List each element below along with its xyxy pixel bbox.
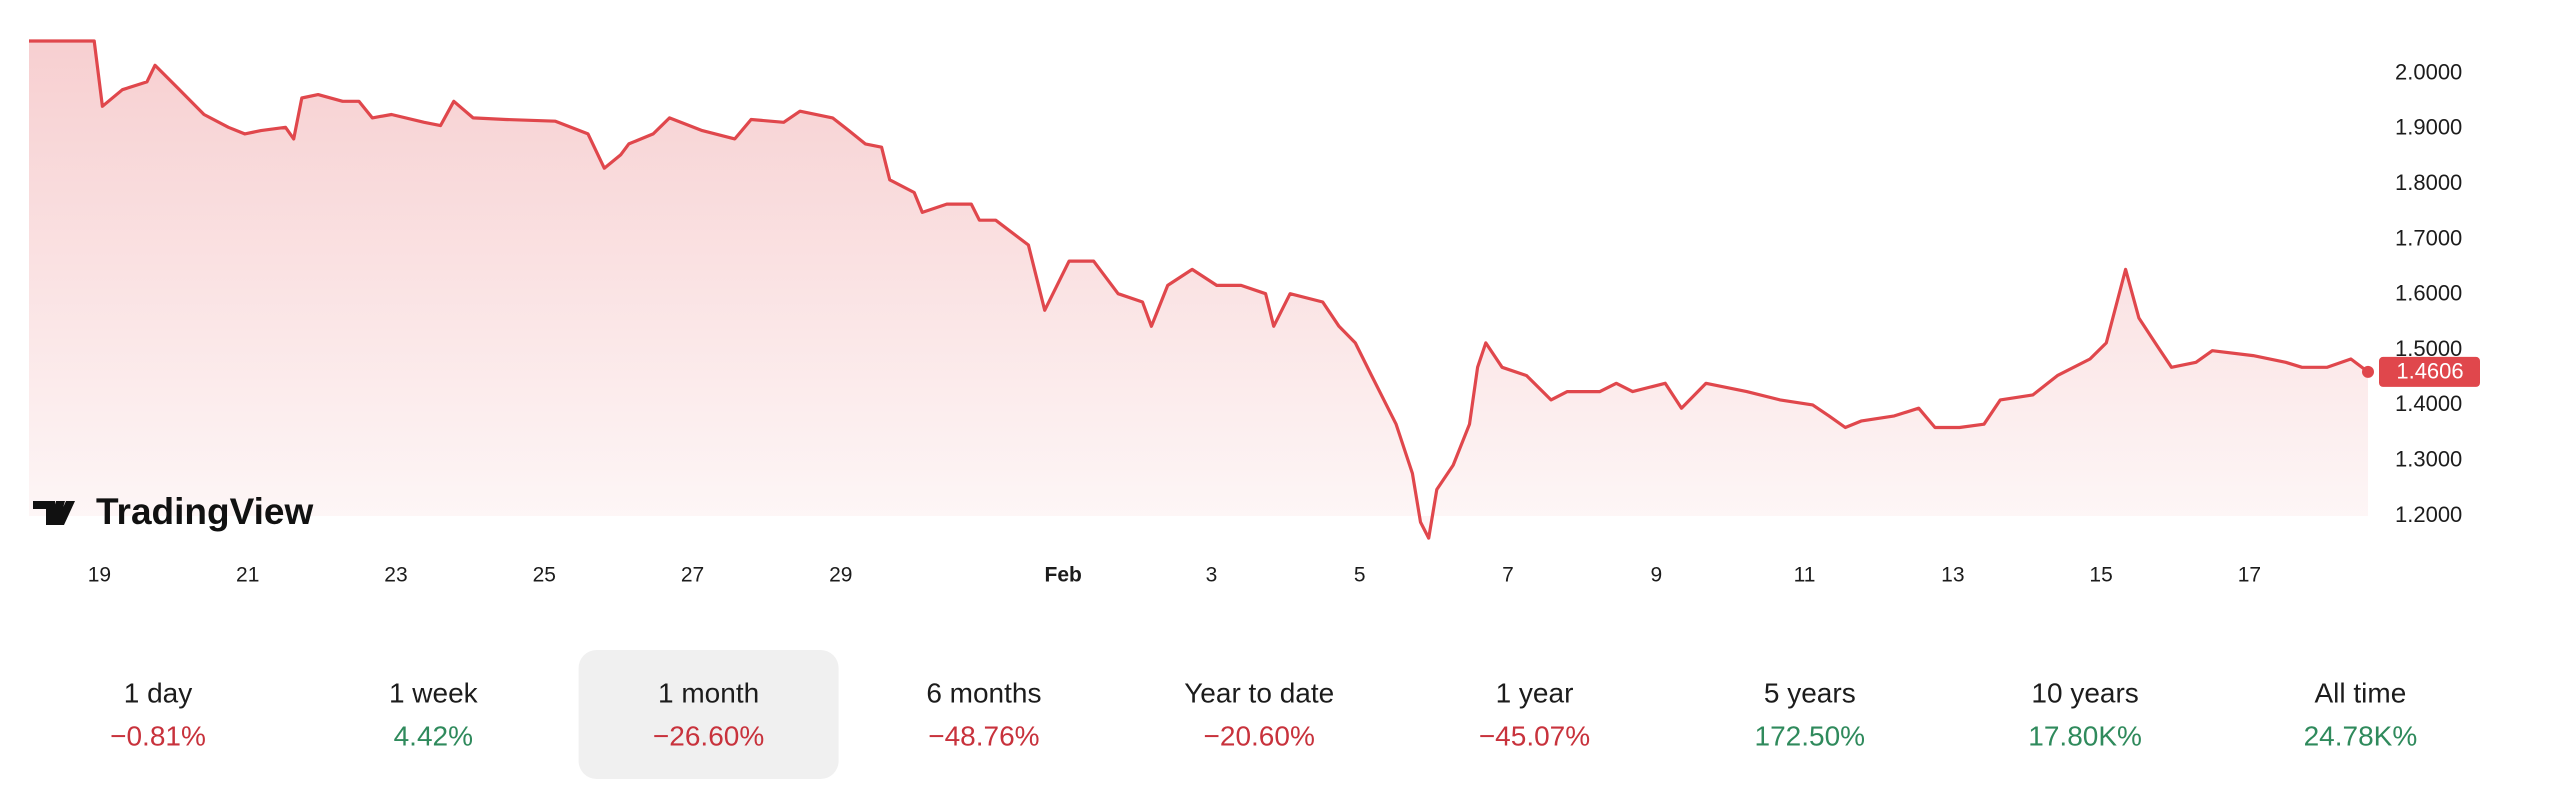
watermark: TradingView <box>96 491 313 532</box>
period-label: 1 year <box>1496 677 1574 708</box>
logo-glyph <box>33 501 75 525</box>
period-tab[interactable]: All time 24.78K% <box>2304 677 2418 751</box>
period-label: Year to date <box>1184 677 1334 708</box>
period-tab[interactable]: 1 month −26.60% <box>653 677 764 751</box>
y-tick-label: 1.7000 <box>2395 225 2462 250</box>
period-tab[interactable]: 1 year −45.07% <box>1479 677 1590 751</box>
period-change: 4.42% <box>394 720 473 751</box>
period-label: 1 day <box>124 677 193 708</box>
price-line <box>29 39 2369 540</box>
period-change: 24.78K% <box>2304 720 2418 751</box>
y-tick-label: 1.4000 <box>2395 391 2462 416</box>
area-fill <box>29 41 2368 539</box>
period-tab[interactable]: 1 week 4.42% <box>389 677 479 751</box>
y-tick-label: 1.9000 <box>2395 115 2462 140</box>
period-tab[interactable]: 6 months −48.76% <box>926 677 1041 751</box>
period-change: 172.50% <box>1755 720 1866 751</box>
selected-tab <box>578 650 839 779</box>
x-tick-label: 5 <box>1354 564 1366 587</box>
y-tick-label: 1.6000 <box>2395 281 2462 306</box>
x-tick-label: 21 <box>236 564 259 587</box>
x-tick-label: Feb <box>1045 564 1082 587</box>
period-label: 5 years <box>1764 677 1856 708</box>
x-tick-label: 13 <box>1941 564 1964 587</box>
period-tab[interactable]: 1 day −0.81% <box>110 677 206 751</box>
tradingview-logo: TradingView <box>33 491 313 532</box>
period-label: 10 years <box>2031 677 2138 708</box>
period-label: 1 week <box>389 677 479 708</box>
period-change: −0.81% <box>110 720 206 751</box>
x-tick-label: 23 <box>384 564 407 587</box>
last-value-badge <box>2379 356 2480 387</box>
period-change: −45.07% <box>1479 720 1590 751</box>
x-tick-label: 15 <box>2089 564 2112 587</box>
y-tick-label: 1.3000 <box>2395 447 2462 472</box>
x-tick-label: 3 <box>1206 564 1218 587</box>
y-tick-label: 1.5000 <box>2395 336 2462 361</box>
x-tick-label: 11 <box>1794 564 1816 587</box>
x-tick-label: 7 <box>1502 564 1514 587</box>
period-label: 6 months <box>926 677 1041 708</box>
period-label: 1 month <box>658 677 759 708</box>
period-tab[interactable]: 5 years 172.50% <box>1755 677 1866 751</box>
x-tick-label: 27 <box>681 564 704 587</box>
period-change: −48.76% <box>928 720 1039 751</box>
x-tick-label: 29 <box>829 564 852 587</box>
period-change: −20.60% <box>1204 720 1315 751</box>
period-change: −26.60% <box>653 720 764 751</box>
x-tick-label: 17 <box>2238 564 2261 587</box>
last-value-label: 1.4606 <box>2396 359 2463 384</box>
y-tick-label: 1.2000 <box>2395 502 2462 527</box>
last-point <box>2362 365 2374 378</box>
x-tick-label: 9 <box>1650 564 1662 587</box>
x-tick-label: 25 <box>533 564 556 587</box>
y-tick-label: 1.8000 <box>2395 170 2462 195</box>
y-tick-label: 2.0000 <box>2395 59 2462 84</box>
period-label: All time <box>2315 677 2407 708</box>
period-tab[interactable]: Year to date −20.60% <box>1184 677 1334 751</box>
x-tick-label: 19 <box>88 564 111 587</box>
period-change: 17.80K% <box>2028 720 2142 751</box>
period-tab[interactable]: 10 years 17.80K% <box>2028 677 2142 751</box>
